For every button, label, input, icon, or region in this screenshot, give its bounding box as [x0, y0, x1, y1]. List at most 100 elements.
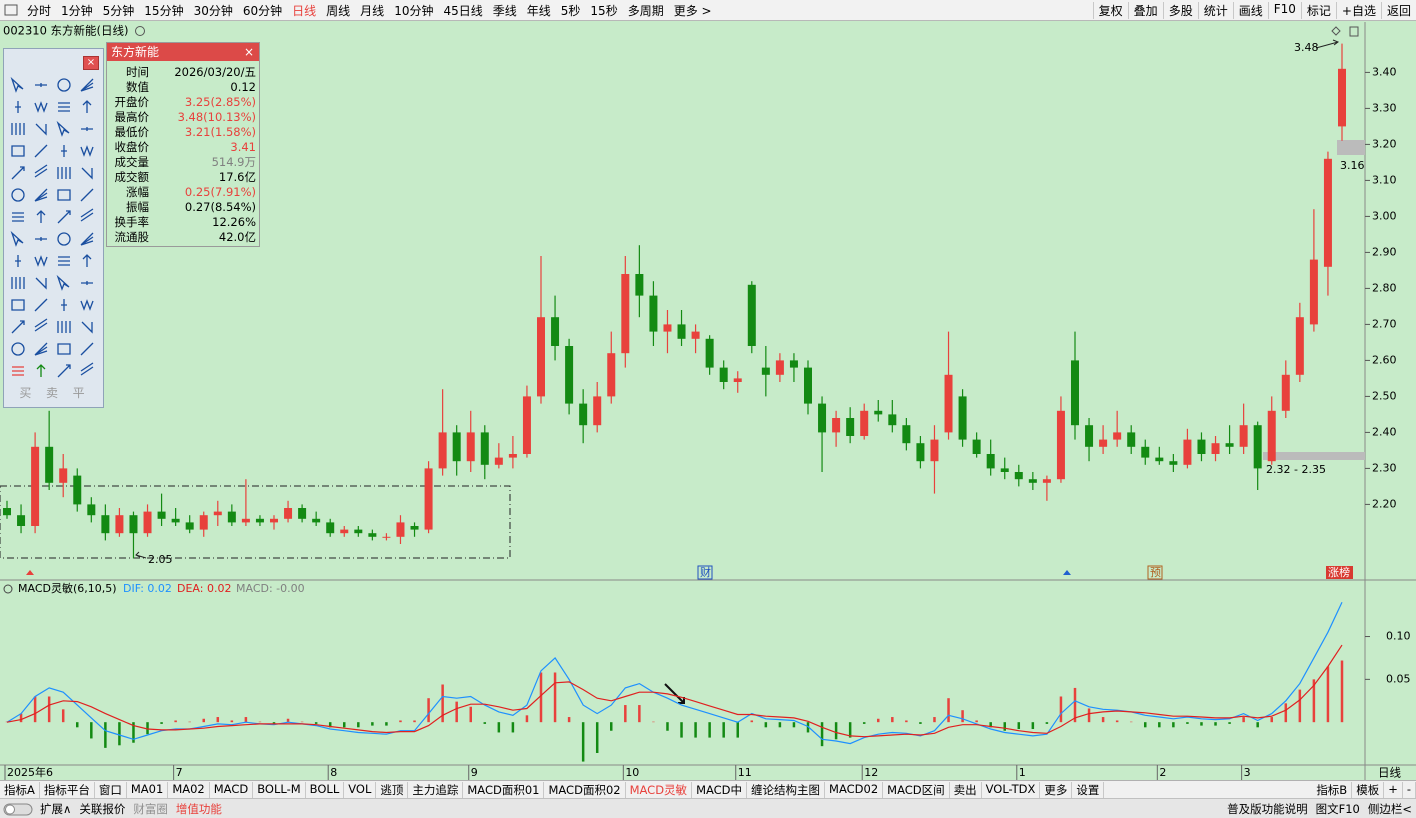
tool-icon[interactable] [80, 188, 94, 202]
status-item[interactable]: 侧边栏< [1367, 801, 1412, 816]
tool-icon[interactable] [12, 366, 24, 376]
indicator-tab[interactable]: BOLL [306, 781, 345, 798]
status-item[interactable]: 普及版功能说明 [1227, 801, 1308, 816]
tool-icon[interactable] [80, 145, 94, 157]
tool-icon[interactable] [61, 145, 67, 157]
indicator-tab[interactable]: 窗口 [95, 781, 127, 798]
tool-icon[interactable] [34, 298, 48, 312]
tool-icon[interactable] [80, 299, 94, 311]
tool-icon[interactable] [58, 102, 70, 112]
trade-button[interactable]: 买 [19, 386, 32, 400]
tool-icon[interactable] [57, 364, 71, 378]
indicator-tab[interactable]: 设置 [1072, 781, 1105, 798]
status-item[interactable]: 图文F10 [1315, 801, 1360, 816]
tool-button[interactable]: 叠加 [1127, 1, 1163, 19]
indicator-tab[interactable]: MA02 [168, 781, 210, 798]
tool-icon[interactable] [15, 101, 21, 113]
indicator-tab[interactable]: VOL [344, 781, 377, 798]
indicator-tool[interactable]: + [1384, 781, 1403, 798]
tool-icon[interactable] [57, 321, 71, 333]
tool-button[interactable]: 统计 [1197, 1, 1233, 19]
status-item[interactable]: 财富圈 [133, 801, 168, 816]
tool-icon[interactable] [80, 78, 94, 92]
period-tab[interactable]: 周线 [326, 3, 351, 18]
tool-icon[interactable] [35, 237, 47, 241]
tool-icon[interactable] [81, 127, 93, 131]
tool-button[interactable]: +自选 [1335, 1, 1381, 19]
indicator-tab[interactable]: MACD02 [825, 781, 884, 798]
indicator-tab[interactable]: VOL-TDX [982, 781, 1041, 798]
indicator-tool[interactable]: - [1403, 781, 1416, 798]
tool-button[interactable]: 多股 [1162, 1, 1198, 19]
period-tab[interactable]: 季线 [492, 3, 517, 18]
menu-icon[interactable] [0, 1, 22, 19]
tool-icon[interactable] [58, 256, 70, 266]
period-tab[interactable]: 月线 [360, 3, 385, 18]
period-tab[interactable]: 15秒 [590, 3, 618, 18]
period-tab[interactable]: 60分钟 [242, 3, 283, 18]
period-tab[interactable]: 10分钟 [394, 3, 434, 18]
status-item[interactable]: 增值功能 [175, 801, 222, 816]
tool-icon[interactable] [10, 230, 24, 247]
status-item[interactable]: 关联报价 [79, 801, 126, 816]
indicator-tab[interactable]: 主力追踪 [408, 781, 464, 798]
tool-icon[interactable] [11, 123, 25, 135]
tool-icon[interactable] [57, 167, 71, 179]
trade-button[interactable]: 平 [72, 386, 85, 400]
period-tab[interactable]: 日线 [292, 3, 317, 18]
close-button[interactable]: × [243, 45, 254, 59]
tool-icon[interactable] [34, 164, 48, 178]
indicator-tool[interactable]: 指标B [1312, 781, 1353, 798]
period-tab[interactable]: 30分钟 [193, 3, 233, 18]
tool-icon[interactable] [82, 100, 92, 113]
close-button[interactable]: × [83, 56, 99, 70]
tool-icon[interactable] [34, 342, 48, 356]
period-tab[interactable]: 多周期 [627, 3, 664, 18]
tool-icon[interactable] [36, 210, 46, 223]
status-item[interactable]: 扩展∧ [40, 801, 72, 816]
period-tab[interactable]: 15分钟 [144, 3, 184, 18]
tool-icon[interactable] [57, 343, 71, 355]
tool-icon[interactable] [34, 101, 48, 113]
trade-button[interactable]: 卖 [45, 386, 58, 400]
indicator-tab[interactable]: MACD面积02 [544, 781, 626, 798]
tool-icon[interactable] [35, 123, 47, 136]
tool-icon[interactable] [11, 320, 25, 334]
tool-icon[interactable] [10, 76, 24, 93]
indicator-tab[interactable]: MACD区间 [883, 781, 950, 798]
indicator-tab[interactable]: MACD灵敏 [626, 781, 693, 798]
tool-icon[interactable] [11, 188, 25, 202]
tool-icon[interactable] [80, 342, 94, 356]
tool-icon[interactable] [80, 208, 94, 222]
toggle[interactable] [0, 801, 36, 817]
tool-icon[interactable] [81, 321, 93, 334]
tool-icon[interactable] [81, 281, 93, 285]
tool-icon[interactable] [81, 167, 93, 180]
tool-icon[interactable] [34, 255, 48, 267]
period-tab[interactable]: 5秒 [560, 3, 581, 18]
tool-icon[interactable] [56, 274, 70, 291]
tool-icon[interactable] [36, 364, 46, 377]
tool-icon[interactable] [34, 144, 48, 158]
indicator-tab[interactable]: 卖出 [950, 781, 982, 798]
tool-icon[interactable] [35, 277, 47, 290]
indicator-tab[interactable]: 缠论结构主图 [747, 781, 826, 798]
tool-button[interactable]: F10 [1267, 1, 1301, 19]
tool-icon[interactable] [61, 299, 67, 311]
tool-icon[interactable] [80, 362, 94, 376]
indicator-tab[interactable]: 逃顶 [376, 781, 409, 798]
indicator-tab[interactable]: MA01 [127, 781, 169, 798]
tool-icon[interactable] [11, 299, 25, 311]
indicator-tab[interactable]: 更多 [1040, 781, 1073, 798]
tool-icon[interactable] [82, 254, 92, 267]
indicator-tab[interactable]: 指标A [0, 781, 40, 798]
tool-icon[interactable] [56, 120, 70, 137]
indicator-tab[interactable]: MACD中 [692, 781, 748, 798]
tool-button[interactable]: 返回 [1380, 1, 1416, 19]
tool-icon[interactable] [57, 232, 71, 246]
period-tab[interactable]: 年线 [526, 3, 551, 18]
tool-icon[interactable] [80, 232, 94, 246]
tool-icon[interactable] [35, 83, 47, 87]
tool-icon[interactable] [11, 145, 25, 157]
tool-icon[interactable] [57, 210, 71, 224]
